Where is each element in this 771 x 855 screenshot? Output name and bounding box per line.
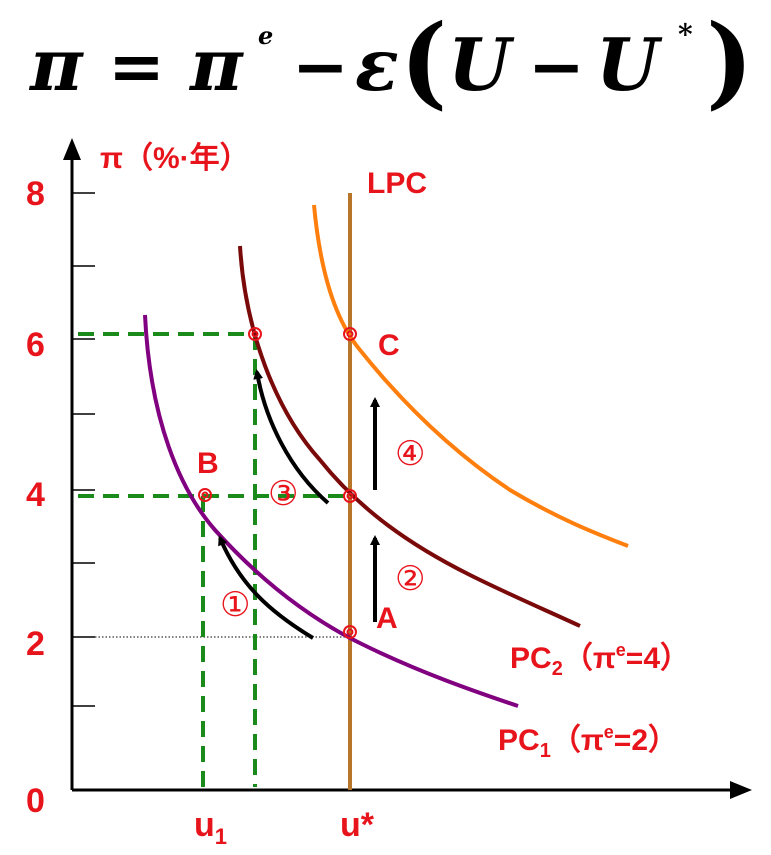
y-axis-arrow-icon — [63, 138, 81, 160]
formula-pi-superscript: e — [258, 21, 273, 50]
point-mid-marker — [343, 489, 357, 503]
formula-minus-2: − — [528, 27, 585, 107]
y-tick-label-4: 4 — [26, 476, 45, 514]
step-2-label: ② — [395, 559, 425, 599]
pc3-curve — [312, 204, 629, 548]
point-mid-marker-inner — [346, 492, 354, 500]
pc2-curve — [238, 245, 581, 628]
point-c-marker — [343, 327, 357, 341]
x-label-u1: u1 — [194, 806, 227, 849]
formula-epsilon: ε — [355, 22, 399, 107]
axes: π（%·年） 8 6 4 2 0 u1 u* — [26, 138, 752, 849]
point-6u1-marker — [248, 327, 262, 341]
point-b-marker-inner — [201, 491, 209, 499]
y-tick-marks — [72, 192, 95, 707]
step-4-label: ④ — [395, 434, 425, 474]
green-guides — [78, 332, 350, 787]
formula-u: U — [448, 22, 515, 107]
arrow-3 — [253, 369, 330, 505]
movement-arrows — [218, 369, 380, 640]
point-a-label: A — [376, 602, 398, 635]
y-tick-label-8: 8 — [26, 175, 45, 213]
point-c-label: C — [378, 329, 400, 362]
pc2-label: PC2（πe=4） — [510, 640, 690, 680]
point-b-marker — [198, 488, 212, 502]
arrow-1 — [218, 535, 315, 640]
origin-label: 0 — [26, 782, 45, 820]
step-3-label: ③ — [268, 474, 298, 514]
pc1-curve — [143, 314, 519, 708]
step-1-label: ① — [220, 585, 250, 625]
formula-pi: π — [28, 22, 84, 107]
formula-right-paren: ) — [706, 2, 753, 120]
pc1-label: PC1（πe=2） — [498, 722, 678, 762]
point-6u1-marker-inner — [251, 330, 259, 338]
point-markers — [198, 327, 357, 639]
lpc-label: LPC — [367, 167, 427, 200]
formula-pi-expected: π — [188, 22, 244, 107]
formula-minus: − — [292, 27, 349, 107]
point-a-marker-inner — [346, 628, 354, 636]
y-tick-label-2: 2 — [26, 625, 45, 663]
point-c-marker-inner — [346, 330, 354, 338]
y-tick-label-6: 6 — [26, 326, 45, 364]
formula: π = π e − ε ( U − U * ) — [28, 2, 753, 120]
y-axis-title: π（%·年） — [100, 141, 250, 175]
x-axis-arrow-icon — [730, 781, 752, 799]
point-a-marker — [343, 625, 357, 639]
x-label-ustar: u* — [340, 806, 375, 844]
formula-u-superscript: * — [678, 18, 693, 51]
formula-left-paren: ( — [400, 2, 447, 120]
point-b-label: B — [197, 447, 219, 480]
formula-u-star: U — [596, 22, 663, 107]
formula-equals: = — [108, 27, 165, 107]
